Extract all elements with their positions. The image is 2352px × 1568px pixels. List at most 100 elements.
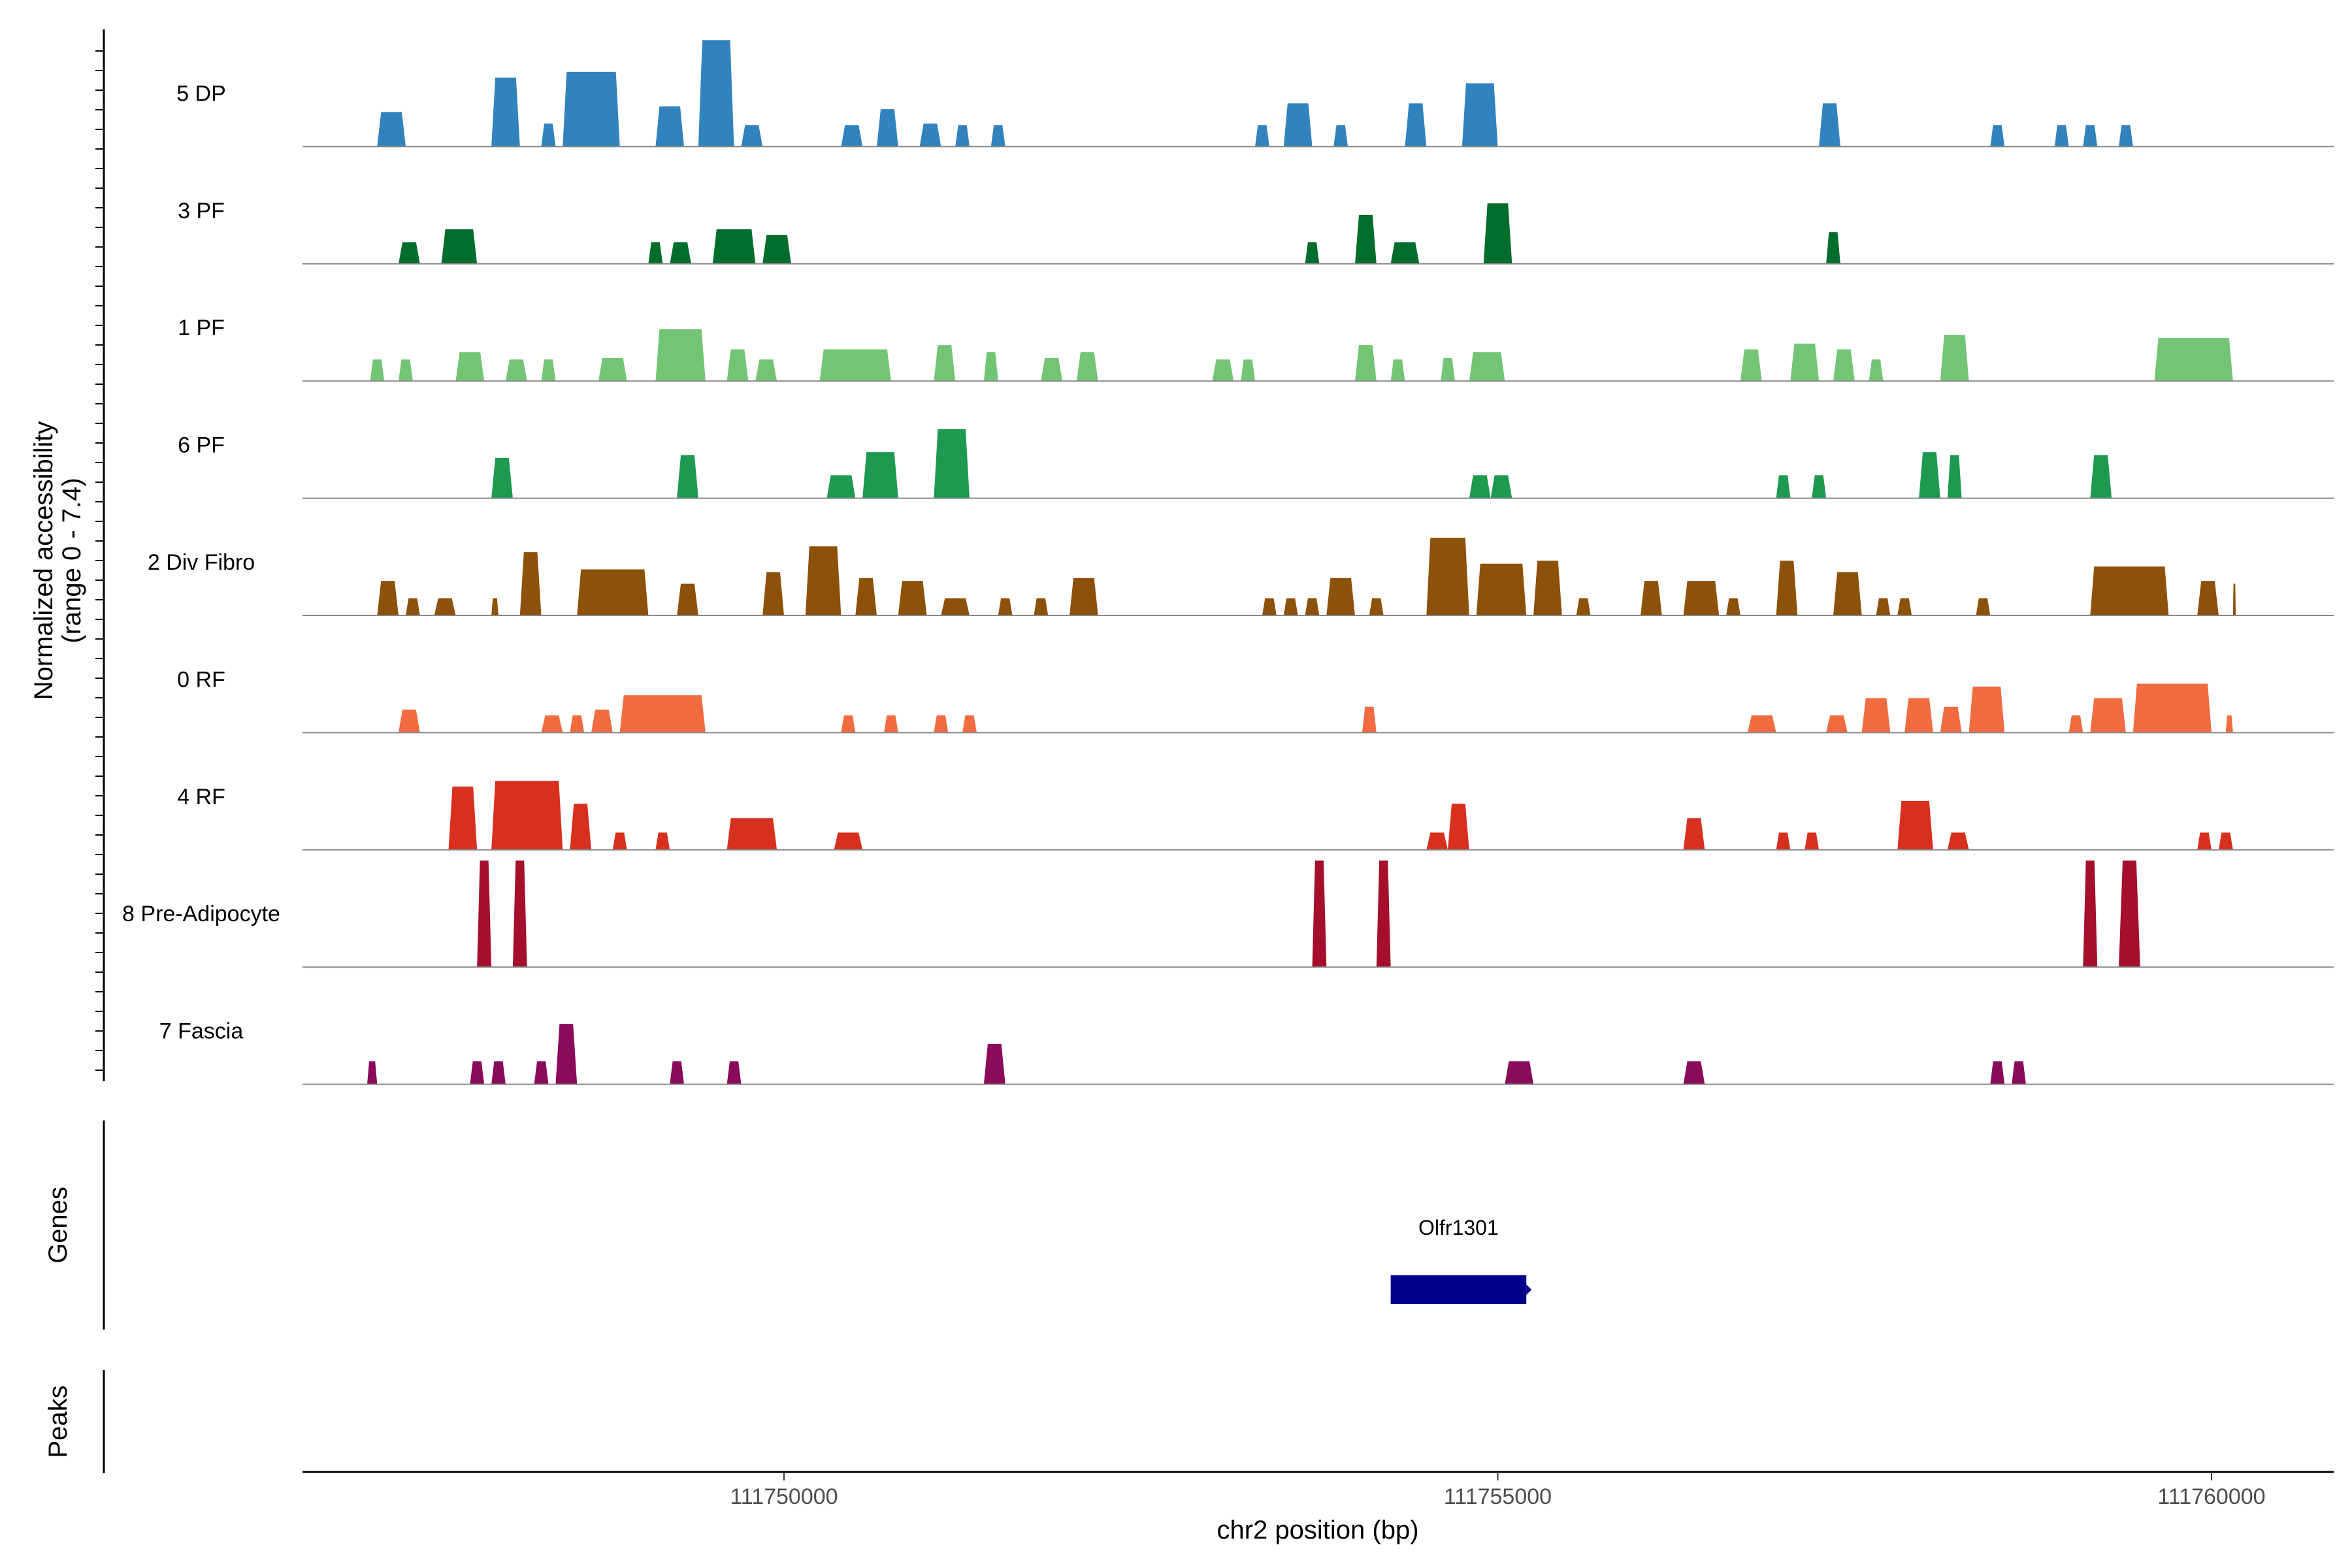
coverage-peak [541,715,563,733]
coverage-peak [1683,1061,1705,1085]
track-label: 3 PF [178,199,225,223]
coverage-peak [877,109,898,147]
track-label: 4 RF [177,785,225,809]
track-6-pf: 6 PF [178,429,2334,499]
coverage-peak [919,123,941,147]
coverage-peak [670,1061,684,1085]
coverage-peak [399,710,420,733]
gene-label: Olfr1301 [1418,1216,1499,1239]
coverage-peak [1683,581,1720,615]
genes-panel: Olfr1301 [1390,1216,1532,1304]
coverage-tracks: 5 DP 3 PF 1 PF 6 PF 2 Div Fibro 0 RF 4 RF 8 Pre… [122,40,2334,1085]
coverage-peak [1333,125,1348,147]
coverage-peak [1776,832,1791,850]
track-2-div-fibro: 2 Div Fibro [148,538,2334,616]
coverage-peak [1241,359,1255,382]
coverage-peak [1405,103,1427,147]
coverage-peak [741,125,763,147]
coverage-peak [2132,683,2212,733]
coverage-peak [2090,566,2169,615]
track-label: 8 Pre-Adipocyte [122,902,280,926]
coverage-peak [2225,715,2233,733]
coverage-peak [563,71,620,147]
coverage-peak [2090,455,2112,498]
coverage-peak [570,804,591,850]
coverage-peak [534,1061,549,1085]
coverage-peak [855,578,877,615]
coverage-peak [1576,598,1591,615]
coverage-peak [519,552,542,615]
track-label: 1 PF [178,316,225,340]
coverage-peak [1426,538,1469,615]
coverage-peak [541,359,556,382]
coverage-peak [2197,832,2212,850]
coverage-peak [841,715,856,733]
coverage-peak [1041,358,1063,382]
coverage-peak [491,1061,506,1085]
coverage-peak [1968,686,2005,733]
coverage-peak [612,832,627,850]
coverage-peak [762,235,791,264]
coverage-peak [1990,1061,2005,1085]
coverage-peak [884,715,898,733]
coverage-peak [934,345,956,382]
track-5-dp: 5 DP [176,40,2334,148]
coverage-peak [399,242,420,264]
coverage-peak [367,1061,378,1085]
coverage-peak [1505,1061,1534,1085]
coverage-peak [399,359,413,382]
coverage-peak [1469,352,1505,382]
coverage-peak [598,358,627,382]
track-8-pre-adipocyte: 8 Pre-Adipocyte [122,860,2334,968]
coverage-peak [862,452,898,498]
coverage-peak [1426,832,1448,850]
coverage-peak [1305,598,1320,615]
coverage-peak [677,583,698,615]
coverage-peak [1904,698,1933,733]
coverage-peak [470,1061,485,1085]
y-axis-title-line2: (range 0 - 7.4) [57,478,86,643]
coverage-peak [1034,598,1049,615]
coverage-peak [1641,581,1662,615]
coverage-peak [2090,698,2126,733]
coverage-peak [677,455,698,498]
coverage-peak [1448,804,1469,850]
coverage-peak [1355,214,1377,264]
coverage-peak [1212,359,1234,382]
coverage-peak [762,572,784,615]
coverage-peak [727,349,749,382]
coverage-peak [1390,242,1420,264]
coverage-peak [1897,800,1933,850]
coverage-peak [1726,598,1740,615]
coverage-peak [491,77,520,147]
coverage-peak [1861,698,1891,733]
coverage-peak [2083,860,2098,968]
coverage-peak [577,569,649,615]
coverage-peak [841,125,863,147]
coverage-peak [1441,358,1455,382]
coverage-peak [2083,125,2098,147]
y-axis-title-line1: Normalized accessibility [29,421,58,700]
x-axis-ticks: 111750000 111755000 111760000 [730,1472,2266,1509]
coverage-peak [1483,203,1512,264]
coverage-peak [2119,125,2133,147]
coverage-peak [2218,832,2233,850]
coverage-peak [2232,583,2236,615]
coverage-peak [955,125,970,147]
coverage-peak [2154,338,2233,382]
x-tick-label: 111755000 [1444,1484,1552,1509]
coverage-peak [1776,475,1791,498]
coverage-peak [727,818,777,850]
track-label: 5 DP [176,81,226,106]
coverage-peak [712,229,756,264]
coverage-peak [2054,125,2069,147]
coverage-peak [1976,598,1991,615]
coverage-peak [1469,475,1491,498]
coverage-peak [670,242,691,264]
coverage-peak [655,329,706,382]
track-1-pf: 1 PF [178,316,2334,382]
coverage-peak [1326,578,1355,615]
coverage-peak [941,598,970,615]
accessibility-y-ticks [95,50,104,1071]
